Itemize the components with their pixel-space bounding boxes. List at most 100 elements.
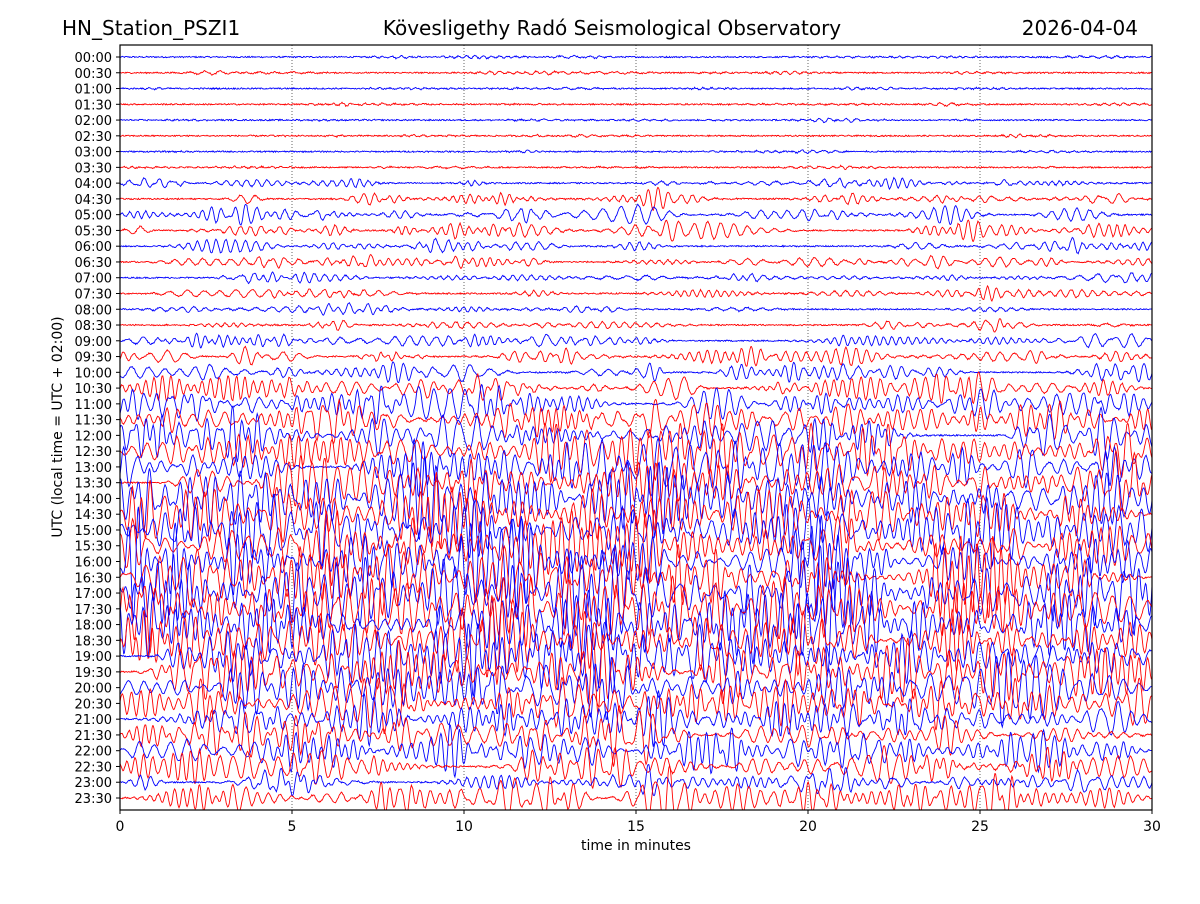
y-tick-label: 14:30	[75, 508, 112, 523]
y-tick-label: 23:30	[75, 792, 112, 807]
trace-1730	[120, 575, 1152, 654]
y-tick-label: 15:00	[75, 524, 112, 539]
trace-0600	[120, 236, 1152, 255]
y-tick-label: 23:00	[75, 776, 112, 791]
trace-0500	[120, 203, 1152, 226]
y-tick-label: 05:00	[75, 209, 112, 224]
trace-2230	[120, 744, 1152, 790]
y-tick-label: 12:00	[75, 429, 112, 444]
x-axis-label: time in minutes	[581, 838, 691, 854]
trace-1030	[120, 371, 1152, 405]
trace-1500	[120, 493, 1152, 571]
x-ticks: 0 5 10 15 20 25 30	[116, 810, 1161, 835]
y-tick-label: 08:00	[75, 303, 112, 318]
y-tick-label: 17:30	[75, 603, 112, 618]
y-tick-label: 06:30	[75, 256, 112, 271]
trace-0730	[120, 284, 1152, 302]
y-tick-label: 02:00	[75, 114, 112, 129]
y-tick-label: 20:30	[75, 697, 112, 712]
trace-0330	[120, 164, 1152, 171]
x-tick-label: 25	[971, 819, 989, 835]
trace-0100	[120, 86, 1152, 91]
y-tick-label: 19:30	[75, 666, 112, 681]
chart-title: Kövesligethy Radó Seismological Observat…	[383, 16, 841, 40]
trace-1100	[120, 383, 1152, 425]
date-title: 2026-04-04	[1022, 16, 1138, 40]
y-tick-label: 12:30	[75, 445, 112, 460]
trace-0030	[120, 69, 1152, 76]
y-tick-label: 18:00	[75, 619, 112, 634]
trace-1900	[120, 621, 1152, 697]
trace-1830	[120, 595, 1152, 685]
trace-1600	[120, 506, 1152, 619]
trace-1630	[120, 535, 1152, 619]
y-tick-label: 16:30	[75, 571, 112, 586]
y-tick-label: 01:00	[75, 83, 112, 98]
y-tick-label: 17:00	[75, 587, 112, 602]
y-tick-label: 04:30	[75, 193, 112, 208]
trace-0000	[120, 54, 1152, 60]
trace-0700	[120, 271, 1152, 285]
x-tick-label: 10	[455, 819, 473, 835]
trace-2000	[120, 651, 1152, 729]
traces	[120, 54, 1152, 810]
trace-1000	[120, 361, 1152, 384]
station-title: HN_Station_PSZI1	[62, 16, 240, 40]
y-tick-label: 00:30	[75, 67, 112, 82]
y-tick-label: 03:00	[75, 146, 112, 161]
y-tick-label: 00:00	[75, 51, 112, 66]
x-tick-label: 5	[288, 819, 297, 835]
y-tick-label: 14:00	[75, 492, 112, 507]
y-tick-label: 22:30	[75, 760, 112, 775]
y-tick-label: 13:00	[75, 461, 112, 476]
y-tick-label: 10:30	[75, 382, 112, 397]
trace-0130	[120, 101, 1152, 108]
trace-0530	[120, 219, 1152, 242]
y-tick-label: 21:30	[75, 729, 112, 744]
y-tick-label: 07:30	[75, 287, 112, 302]
trace-2330	[120, 763, 1152, 810]
trace-0400	[120, 176, 1152, 191]
y-tick-label: 09:00	[75, 335, 112, 350]
y-tick-label: 07:00	[75, 272, 112, 287]
y-tick-label: 19:00	[75, 650, 112, 665]
y-tick-label: 04:00	[75, 177, 112, 192]
trace-1230	[120, 422, 1152, 488]
x-tick-label: 30	[1143, 819, 1161, 835]
trace-1300	[120, 437, 1152, 498]
y-tick-label: 02:30	[75, 130, 112, 145]
trace-2100	[120, 690, 1152, 748]
trace-0900	[120, 332, 1152, 349]
trace-1130	[120, 398, 1152, 445]
y-tick-label: 06:00	[75, 240, 112, 255]
trace-1930	[120, 632, 1152, 715]
y-tick-label: 22:00	[75, 745, 112, 760]
trace-1700	[120, 539, 1152, 643]
y-tick-label: 05:30	[75, 224, 112, 239]
trace-1530	[120, 508, 1152, 588]
trace-2200	[120, 723, 1152, 779]
y-tick-label: 21:00	[75, 713, 112, 728]
y-tick-label: 09:30	[75, 351, 112, 366]
x-tick-label: 20	[799, 819, 817, 835]
y-tick-label: 16:00	[75, 556, 112, 571]
trace-0300	[120, 149, 1152, 155]
y-tick-label: 11:30	[75, 414, 112, 429]
y-ticks: 00:0000:3001:0001:3002:0002:3003:0003:30…	[75, 51, 120, 807]
trace-2030	[120, 676, 1152, 735]
x-tick-label: 0	[116, 819, 125, 835]
y-tick-label: 18:30	[75, 634, 112, 649]
y-tick-label: 13:30	[75, 477, 112, 492]
trace-0430	[120, 186, 1152, 212]
trace-1200	[120, 405, 1152, 463]
y-tick-label: 11:00	[75, 398, 112, 413]
y-tick-label: 10:00	[75, 366, 112, 381]
y-tick-label: 01:30	[75, 98, 112, 113]
trace-0830	[120, 318, 1152, 333]
trace-0930	[120, 345, 1152, 367]
trace-1400	[120, 455, 1152, 541]
y-tick-label: 03:30	[75, 161, 112, 176]
y-tick-label: 08:30	[75, 319, 112, 334]
y-tick-label: 15:30	[75, 540, 112, 555]
